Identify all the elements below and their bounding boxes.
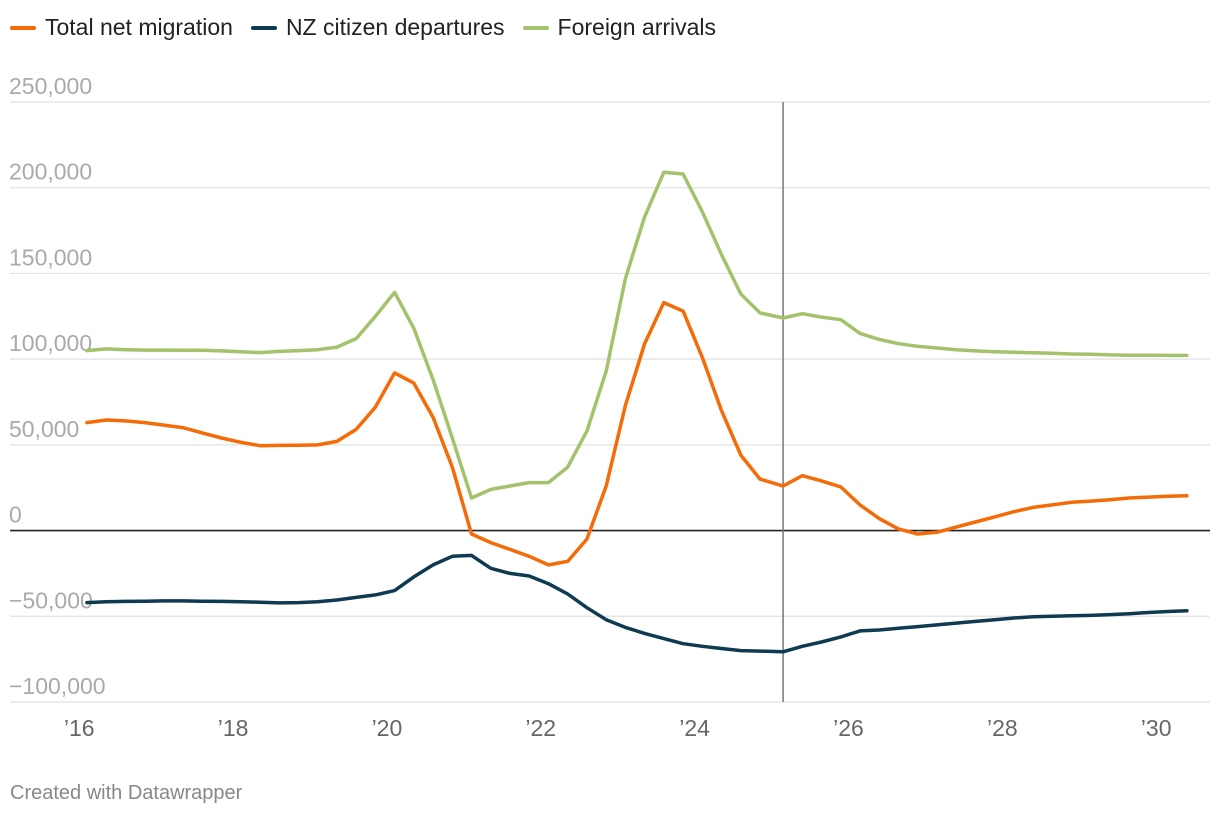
legend-item-total-net-migration: Total net migration	[10, 14, 233, 41]
gridlines	[10, 101, 1210, 703]
x-tick-label: ’30	[1141, 715, 1172, 741]
y-axis-tick-labels: 250,000 200,000 150,000 100,000 50,000 0 −50,0…	[9, 73, 106, 699]
credit-text: Created with Datawrapper	[10, 782, 243, 804]
x-tick-label: ’28	[987, 715, 1018, 741]
legend-label: Total net migration	[45, 14, 233, 40]
legend: Total net migration NZ citizen departure…	[10, 14, 716, 41]
x-tick-label: ’16	[64, 715, 95, 741]
legend-label: Foreign arrivals	[557, 14, 717, 40]
legend-item-nz-citizen-departures: NZ citizen departures	[250, 14, 505, 41]
y-tick-label: 200,000	[9, 159, 92, 185]
x-tick-label: ’20	[372, 715, 403, 741]
y-tick-label: 150,000	[9, 244, 92, 270]
x-tick-label: ’26	[833, 715, 864, 741]
x-tick-label: ’22	[525, 715, 556, 741]
series-line-total-net-migration	[85, 300, 1189, 567]
y-tick-label: 50,000	[9, 416, 79, 442]
legend-swatch-total-net-migration	[10, 25, 36, 30]
series-lines	[85, 170, 1189, 654]
x-tick-label: ’24	[679, 715, 710, 741]
line-chart: 250,000 200,000 150,000 100,000 50,000 0 −50,0…	[9, 73, 1210, 741]
y-tick-label: 250,000	[9, 73, 92, 99]
y-tick-label: −50,000	[9, 587, 93, 613]
y-tick-label: −100,000	[9, 673, 106, 699]
y-tick-label: 100,000	[9, 330, 92, 356]
legend-swatch-nz-citizen-departures	[250, 25, 277, 30]
legend-swatch-foreign-arrivals	[522, 25, 549, 30]
x-tick-label: ’18	[218, 715, 249, 741]
series-line-foreign-arrivals	[85, 170, 1189, 500]
legend-label: NZ citizen departures	[285, 14, 505, 40]
y-tick-label: 0	[9, 502, 22, 528]
x-axis-tick-labels: ’16 ’18 ’20 ’22 ’24 ’26 ’28 ’30	[64, 715, 1172, 741]
legend-item-foreign-arrivals: Foreign arrivals	[522, 14, 717, 41]
series-line-nz-citizen-departures	[85, 553, 1189, 654]
